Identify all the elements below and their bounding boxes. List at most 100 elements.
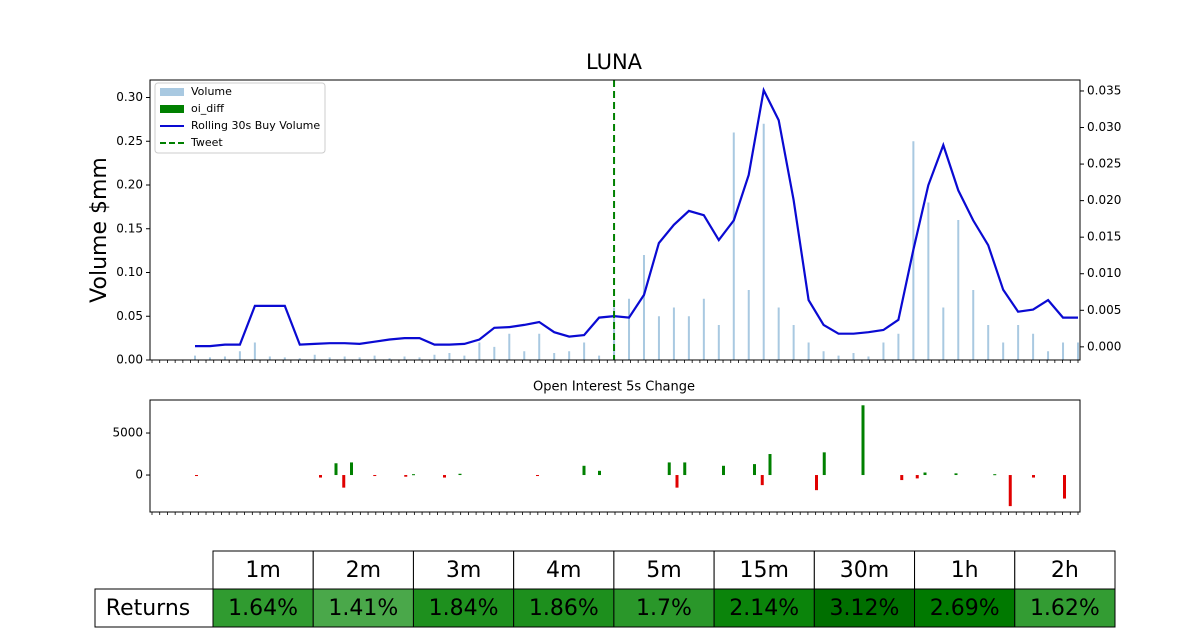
return-cell (1014, 588, 1116, 628)
volume-bar (628, 298, 631, 360)
volume-bar (642, 255, 645, 360)
volume-bar (523, 351, 526, 360)
volume-bar (358, 357, 361, 360)
y-tick-label: 0.15 (116, 221, 143, 235)
volume-bar (463, 355, 466, 360)
oi-bar (1032, 475, 1035, 478)
volume-bar (717, 325, 720, 360)
legend-label: Tweet (190, 136, 223, 149)
volume-bar (672, 307, 675, 360)
header-cell (412, 550, 515, 590)
oi-bar (815, 475, 818, 491)
header-text: 4m (546, 558, 581, 583)
oi-bar (373, 475, 377, 477)
return-cell (613, 588, 715, 628)
header-text: 3m (446, 558, 481, 583)
oi-bar (319, 475, 322, 478)
oi-bar (667, 462, 671, 476)
return-cell (914, 588, 1016, 628)
oi-bar (722, 465, 725, 476)
y2-tick-label: 0.000 (1087, 339, 1121, 353)
volume-bar (208, 357, 211, 360)
legend-label: Rolling 30s Buy Volume (191, 119, 320, 132)
y-tick-label: 0.25 (116, 134, 143, 148)
oi-bar (598, 470, 601, 476)
return-text: 1.86% (529, 596, 599, 621)
y-tick-label: 0.05 (116, 309, 143, 323)
return-text: 1.62% (1030, 596, 1100, 621)
volume-bar (822, 351, 825, 360)
rolling-line (195, 86, 1078, 348)
volume-bar (418, 357, 421, 360)
header-text: 1h (951, 558, 979, 583)
y-tick-label: 0.20 (116, 178, 143, 192)
volume-bar (807, 342, 810, 360)
oi-bar (195, 475, 198, 477)
return-cell (813, 588, 916, 628)
row-label-cell (94, 588, 214, 628)
legend-label: oi_diff (191, 102, 224, 115)
oi-bar (768, 454, 772, 476)
oi-bar (954, 473, 958, 476)
header-text: 2h (1051, 558, 1079, 583)
oi-bar (915, 475, 919, 479)
return-text: 1.84% (429, 596, 499, 621)
volume-bar (478, 342, 481, 360)
y2-tick-label: 0.020 (1087, 193, 1121, 207)
oi-bar (1008, 475, 1012, 507)
header-text: 5m (646, 558, 681, 583)
y-tick-label: 0 (135, 468, 143, 482)
oi-bar (334, 463, 338, 476)
header-text: 2m (346, 558, 381, 583)
volume-bar (897, 333, 900, 360)
volume-bar (1017, 325, 1020, 360)
volume-bar (508, 333, 511, 360)
oi-bar (760, 475, 764, 486)
oi-bar (822, 452, 826, 476)
oi-bar (1063, 475, 1066, 499)
subchart-title: Open Interest 5s Change (533, 380, 695, 395)
header-cell (212, 550, 314, 590)
y2-tick-label: 0.030 (1087, 120, 1121, 134)
volume-bar (882, 342, 885, 360)
legend-box (154, 82, 326, 154)
return-text: 1.41% (328, 596, 398, 621)
oi-bar (993, 474, 997, 476)
legend-swatch (160, 105, 184, 113)
volume-bar (283, 357, 286, 360)
volume-bar (792, 325, 795, 360)
volume-bar (343, 356, 346, 360)
legend-swatch (160, 88, 184, 96)
oi-bar (923, 472, 927, 476)
y-tick-label: 5000 (112, 426, 143, 440)
volume-bar (1032, 333, 1035, 360)
y2-tick-label: 0.005 (1087, 303, 1121, 317)
volume-bar (568, 351, 571, 360)
return-text: 1.7% (636, 596, 692, 621)
volume-bar (837, 355, 840, 360)
volume-bar (238, 351, 241, 360)
volume-bar (493, 346, 496, 360)
oi-bar (342, 475, 346, 488)
oi-bar (412, 474, 415, 476)
oi-bar (458, 473, 462, 476)
y-axis-label: Volume $mm (87, 157, 112, 303)
volume-bar (687, 316, 690, 360)
volume-bar (583, 342, 586, 360)
y2-tick-label: 0.035 (1087, 83, 1121, 97)
header-text: 15m (740, 558, 789, 583)
volume-bar (777, 307, 780, 360)
volume-bar (328, 357, 331, 360)
volume-bar (194, 355, 196, 360)
volume-bar (553, 353, 556, 360)
header-cell (613, 550, 715, 590)
volume-bar (298, 358, 301, 360)
volume-bar (313, 354, 316, 360)
return-text: 2.14% (729, 596, 799, 621)
y2-tick-label: 0.025 (1087, 157, 1121, 171)
volume-bar (373, 355, 376, 360)
y2-tick-label: 0.015 (1087, 230, 1121, 244)
oi-bar (753, 464, 756, 476)
header-text: 1m (245, 558, 280, 583)
